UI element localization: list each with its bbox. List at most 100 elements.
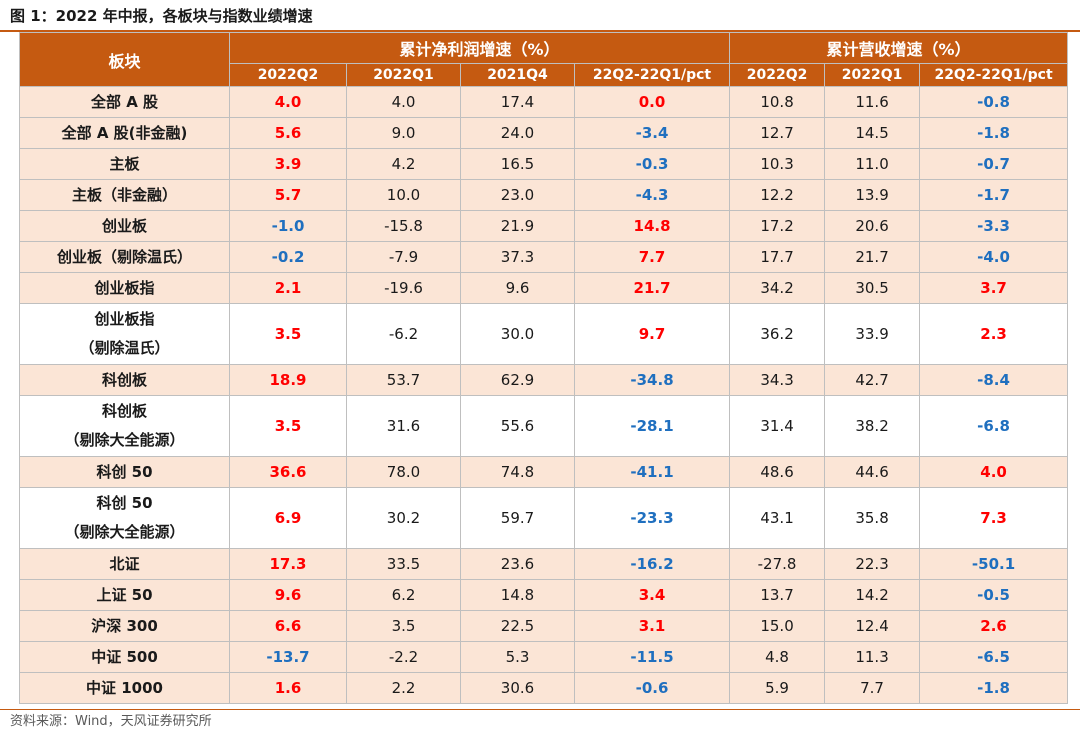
value-cell: -0.2 bbox=[229, 241, 347, 273]
value-cell: 30.5 bbox=[824, 272, 921, 304]
col-header: 2022Q1 bbox=[346, 63, 461, 87]
value-cell: 4.0 bbox=[346, 86, 461, 118]
table-row: 全部 A 股 4.0 4.0 17.4 0.0 10.8 11.6 -0.8 bbox=[19, 86, 1069, 118]
value-cell: 59.7 bbox=[460, 487, 575, 549]
value-cell: 15.0 bbox=[729, 610, 826, 642]
value-cell: 7.7 bbox=[573, 241, 731, 273]
value-cell: 10.0 bbox=[346, 179, 461, 211]
value-cell: 48.6 bbox=[729, 456, 826, 488]
row-name: 中证 500 bbox=[19, 641, 230, 673]
value-cell: 10.8 bbox=[729, 86, 826, 118]
value-cell: 21.7 bbox=[824, 241, 921, 273]
value-cell: 17.7 bbox=[729, 241, 826, 273]
value-cell: 4.0 bbox=[229, 86, 347, 118]
figure-title: 图 1：2022 年中报，各板块与指数业绩增速 bbox=[10, 7, 313, 25]
row-name-line: （剔除温氏） bbox=[79, 339, 170, 357]
row-name: 科创 50 （剔除大全能源） bbox=[19, 487, 230, 549]
value-cell: 4.2 bbox=[346, 148, 461, 180]
table-row: 创业板指 2.1 -19.6 9.6 21.7 34.2 30.5 3.7 bbox=[19, 272, 1069, 304]
value-cell: 44.6 bbox=[824, 456, 921, 488]
value-cell: 12.4 bbox=[824, 610, 921, 642]
value-cell: 30.2 bbox=[346, 487, 461, 549]
value-cell: -15.8 bbox=[346, 210, 461, 242]
value-cell: 16.5 bbox=[460, 148, 575, 180]
value-cell: -3.3 bbox=[919, 210, 1069, 242]
row-name-line: 创业板（剔除温氏） bbox=[56, 247, 192, 266]
value-cell: 34.3 bbox=[729, 364, 826, 396]
row-name: 创业板 bbox=[19, 210, 230, 242]
table-row: 主板（非金融） 5.7 10.0 23.0 -4.3 12.2 13.9 -1.7 bbox=[19, 179, 1069, 211]
value-cell: 1.6 bbox=[229, 672, 347, 704]
value-cell: 7.7 bbox=[824, 672, 921, 704]
value-cell: 22.3 bbox=[824, 548, 921, 580]
value-cell: -1.8 bbox=[919, 117, 1069, 149]
value-cell: 3.1 bbox=[573, 610, 731, 642]
table-row: 上证 50 9.6 6.2 14.8 3.4 13.7 14.2 -0.5 bbox=[19, 579, 1069, 611]
row-name: 创业板（剔除温氏） bbox=[19, 241, 230, 273]
row-name: 创业板指 （剔除温氏） bbox=[19, 303, 230, 365]
row-name: 主板 bbox=[19, 148, 230, 180]
value-cell: 2.6 bbox=[919, 610, 1069, 642]
bottom-rule bbox=[0, 709, 1080, 710]
value-cell: 9.0 bbox=[346, 117, 461, 149]
row-name-line: 主板 bbox=[109, 154, 140, 173]
value-cell: 5.6 bbox=[229, 117, 347, 149]
row-name-line: 科创板 bbox=[101, 402, 147, 420]
value-cell: -1.7 bbox=[919, 179, 1069, 211]
value-cell: -27.8 bbox=[729, 548, 826, 580]
value-cell: 3.5 bbox=[229, 303, 347, 365]
value-cell: 9.7 bbox=[573, 303, 731, 365]
value-cell: 14.2 bbox=[824, 579, 921, 611]
value-cell: -2.2 bbox=[346, 641, 461, 673]
value-cell: 13.9 bbox=[824, 179, 921, 211]
value-cell: 22.5 bbox=[460, 610, 575, 642]
value-cell: 9.6 bbox=[229, 579, 347, 611]
value-cell: -1.0 bbox=[229, 210, 347, 242]
value-cell: -3.4 bbox=[573, 117, 731, 149]
table-row: 创业板指 （剔除温氏） 3.5 -6.2 30.0 9.7 36.2 33.9 2.3 bbox=[19, 303, 1069, 365]
row-name-line: 中证 500 bbox=[91, 647, 158, 666]
value-cell: 0.0 bbox=[573, 86, 731, 118]
row-name-line: 科创 50 bbox=[96, 462, 153, 481]
row-name: 科创板 bbox=[19, 364, 230, 396]
row-name-line: 科创 50 bbox=[96, 494, 153, 512]
value-cell: -16.2 bbox=[573, 548, 731, 580]
value-cell: -8.4 bbox=[919, 364, 1069, 396]
value-cell: 5.9 bbox=[729, 672, 826, 704]
value-cell: 3.7 bbox=[919, 272, 1069, 304]
table-row: 科创板 18.9 53.7 62.9 -34.8 34.3 42.7 -8.4 bbox=[19, 364, 1069, 396]
value-cell: -4.0 bbox=[919, 241, 1069, 273]
table-row: 主板 3.9 4.2 16.5 -0.3 10.3 11.0 -0.7 bbox=[19, 148, 1069, 180]
value-cell: -34.8 bbox=[573, 364, 731, 396]
value-cell: 10.3 bbox=[729, 148, 826, 180]
value-cell: 24.0 bbox=[460, 117, 575, 149]
value-cell: -41.1 bbox=[573, 456, 731, 488]
value-cell: -0.7 bbox=[919, 148, 1069, 180]
value-cell: 17.3 bbox=[229, 548, 347, 580]
col-header: 2022Q1 bbox=[824, 63, 921, 87]
value-cell: 18.9 bbox=[229, 364, 347, 396]
value-cell: -28.1 bbox=[573, 395, 731, 457]
value-cell: 33.5 bbox=[346, 548, 461, 580]
value-cell: -50.1 bbox=[919, 548, 1069, 580]
value-cell: 9.6 bbox=[460, 272, 575, 304]
row-name-line: 全部 A 股(非金融) bbox=[61, 123, 188, 142]
value-cell: 21.7 bbox=[573, 272, 731, 304]
value-cell: 31.4 bbox=[729, 395, 826, 457]
col-header: 2022Q2 bbox=[729, 63, 826, 87]
value-cell: 30.0 bbox=[460, 303, 575, 365]
table-row: 科创板 （剔除大全能源） 3.5 31.6 55.6 -28.1 31.4 38.2 -6.8 bbox=[19, 395, 1069, 457]
row-name-line: 北证 bbox=[109, 554, 140, 573]
value-cell: 35.8 bbox=[824, 487, 921, 549]
row-name-line: 创业板指 bbox=[94, 278, 155, 297]
value-cell: -0.8 bbox=[919, 86, 1069, 118]
table-row: 中证 500 -13.7 -2.2 5.3 -11.5 4.8 11.3 -6.5 bbox=[19, 641, 1069, 673]
value-cell: 21.9 bbox=[460, 210, 575, 242]
value-cell: 3.4 bbox=[573, 579, 731, 611]
col-header: 22Q2-22Q1/pct bbox=[919, 63, 1069, 87]
value-cell: -0.5 bbox=[919, 579, 1069, 611]
row-name: 全部 A 股 bbox=[19, 86, 230, 118]
value-cell: 13.7 bbox=[729, 579, 826, 611]
value-cell: 23.0 bbox=[460, 179, 575, 211]
value-cell: -19.6 bbox=[346, 272, 461, 304]
